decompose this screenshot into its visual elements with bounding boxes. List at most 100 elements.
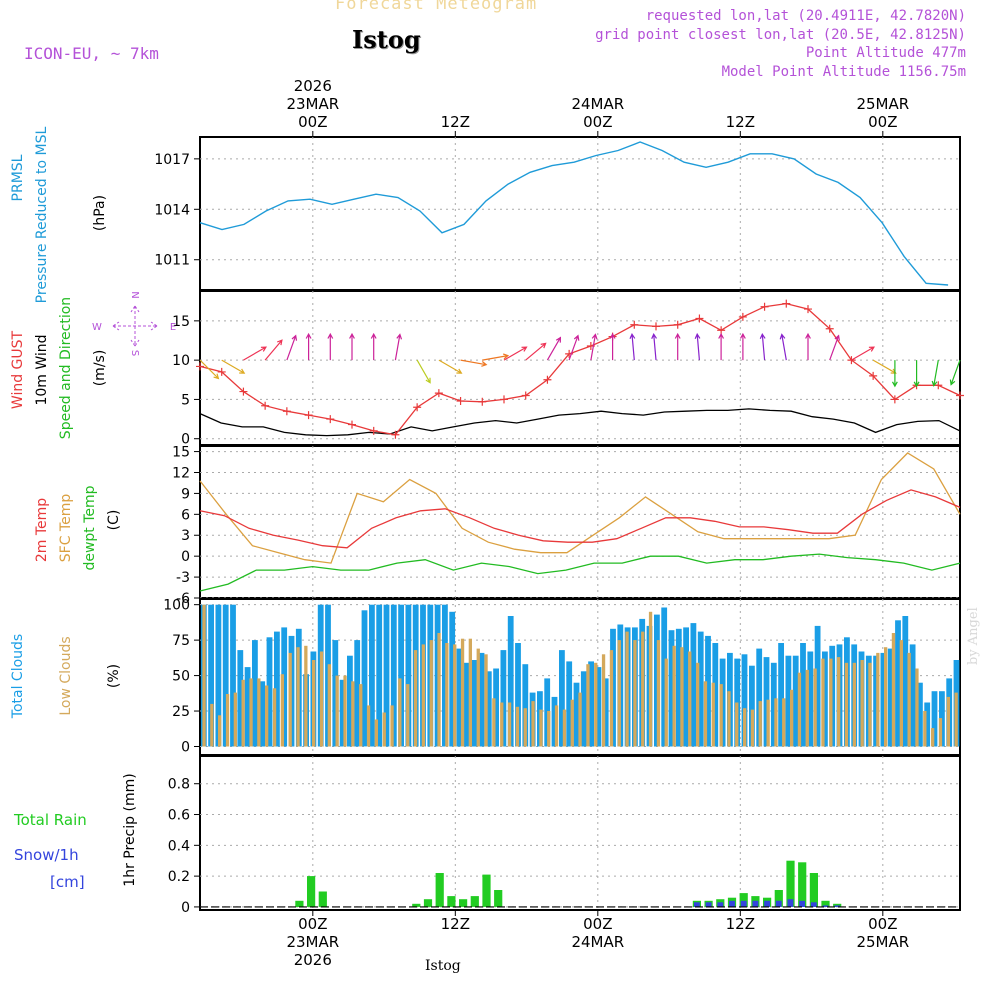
precip-snow-bar — [810, 902, 817, 907]
cloud-low-bar — [445, 643, 449, 747]
cloud-low-bar — [429, 640, 433, 747]
wind-panel: 0 5 10 15 Wind GUST 10m Wind Speed and Directi… — [10, 290, 964, 448]
precip-rain-bar — [821, 900, 830, 907]
wind-direction-arrow — [482, 353, 510, 361]
wind-direction-arrow — [629, 332, 636, 361]
temp-ytick-label: -6 — [176, 591, 190, 607]
wind-gust-marker — [934, 381, 943, 390]
wind-direction-arrow — [525, 342, 547, 361]
cloud-low-bar — [531, 701, 535, 747]
cloud-total-bar — [332, 640, 339, 747]
top-axis-tick-label: 12Z — [441, 113, 470, 131]
precip-snow-bar — [822, 905, 829, 907]
compass-west: W — [92, 322, 102, 333]
cloud-total-bar — [222, 604, 229, 747]
cloud-low-bar — [547, 711, 551, 747]
cloud-panel: 0 25 50 75 100 Total Clouds Low Clouds (%) — [10, 598, 961, 756]
precip-ytick-label: 0.6 — [168, 808, 190, 824]
cloud-total-bar — [551, 696, 558, 747]
cloud-low-bar — [366, 705, 371, 747]
cloud-total-bar — [909, 644, 916, 747]
cloud-total-bar — [917, 682, 923, 747]
temp-ytick-label: 6 — [181, 507, 190, 523]
wind-ytick-label: 10 — [172, 353, 190, 369]
wind-direction-arrow — [949, 359, 961, 386]
cloud-low-bar — [954, 692, 958, 747]
wind-label-10m: 10m Wind — [34, 334, 50, 405]
cloud-label-total: Total Clouds — [10, 634, 26, 719]
wind-direction-arrow — [739, 332, 746, 361]
cloud-low-bar — [280, 674, 284, 747]
cloud-low-bar — [688, 651, 692, 747]
precip-snow-bar — [752, 900, 759, 907]
pressure-line — [199, 141, 949, 286]
cloud-low-bar — [931, 728, 935, 747]
cloud-total-bar — [500, 650, 507, 747]
cloud-low-bar — [327, 664, 331, 747]
precip-rain-bar — [482, 874, 491, 907]
wind-unit: (m/s) — [92, 350, 108, 387]
cloud-low-bar — [578, 692, 582, 747]
cloud-total-bar — [902, 616, 909, 747]
top-axis-date-label: 23MAR — [286, 95, 339, 113]
bottom-axis-tick-label: 00Z — [868, 915, 897, 933]
precip-snow-bar — [717, 902, 724, 907]
cloud-low-bar — [398, 678, 402, 747]
wind-direction-arrow — [891, 360, 898, 388]
cloud-low-bar — [797, 672, 802, 747]
cloud-unit: (%) — [106, 664, 122, 688]
top-axis-tick-label: 12Z — [726, 113, 755, 131]
cloud-total-bar — [485, 671, 492, 747]
wind-gust-marker — [630, 320, 639, 329]
wind-direction-arrow — [718, 332, 725, 361]
cloud-low-bar — [750, 709, 755, 747]
wind-gust-marker — [369, 426, 378, 435]
wind-gust-marker — [956, 391, 964, 400]
cloud-low-bar — [891, 633, 896, 747]
pressure-ytick-label: 1014 — [154, 202, 190, 218]
temp-unit: (C) — [106, 510, 122, 531]
wind-gust-marker — [348, 420, 356, 429]
precip-ytick-label: 0.2 — [168, 869, 190, 885]
wind-direction-arrow — [460, 359, 488, 367]
cloud-low-bar — [233, 692, 237, 747]
cloud-low-bar — [609, 650, 614, 747]
cloud-low-bar — [915, 668, 919, 747]
cloud-low-bar — [837, 657, 841, 747]
wind-direction-arrow — [546, 336, 562, 361]
wind-direction-arrow — [694, 332, 701, 361]
cloud-low-bar — [265, 685, 269, 747]
model-point-altitude: Model Point Altitude 1156.75m — [721, 64, 966, 80]
compass-rose-icon — [112, 305, 158, 347]
precip-snow-bar — [740, 900, 747, 907]
top-axis-tick-label: 00Z — [298, 113, 327, 131]
cloud-total-bar — [493, 668, 499, 747]
cloud-total-bar — [690, 623, 697, 747]
cloud-low-bar — [225, 694, 230, 747]
cloud-low-bar — [852, 662, 856, 747]
cloud-low-bar — [860, 660, 864, 747]
cloud-total-bar — [456, 648, 463, 747]
cloud-ytick-label: 100 — [163, 598, 190, 614]
top-axis-year-label: 2026 — [294, 77, 332, 95]
cloud-total-bar — [339, 679, 346, 747]
wind-direction-arrow — [913, 360, 920, 388]
wind-direction-arrow — [243, 346, 267, 361]
wind-gust-marker — [695, 314, 704, 323]
cloud-low-bar — [601, 654, 606, 747]
precip-ylabel: 1hr Precip (mm) — [122, 773, 138, 886]
cloud-total-bar — [208, 604, 214, 747]
cloud-ytick-label: 25 — [172, 704, 190, 720]
cloud-low-bar — [727, 691, 731, 747]
cloud-low-bar — [351, 681, 355, 747]
wind-ytick-label: 0 — [181, 432, 190, 448]
bottom-axis-year-label: 2026 — [294, 951, 332, 969]
cloud-label-low: Low Clouds — [58, 636, 74, 715]
cloud-low-bar — [766, 699, 770, 747]
pressure-ytick-label: 1017 — [154, 152, 190, 168]
cloud-low-bar — [523, 708, 527, 747]
wind-gust-marker — [738, 312, 747, 321]
cloud-total-bar — [822, 651, 828, 747]
wind-direction-arrow — [438, 359, 463, 374]
